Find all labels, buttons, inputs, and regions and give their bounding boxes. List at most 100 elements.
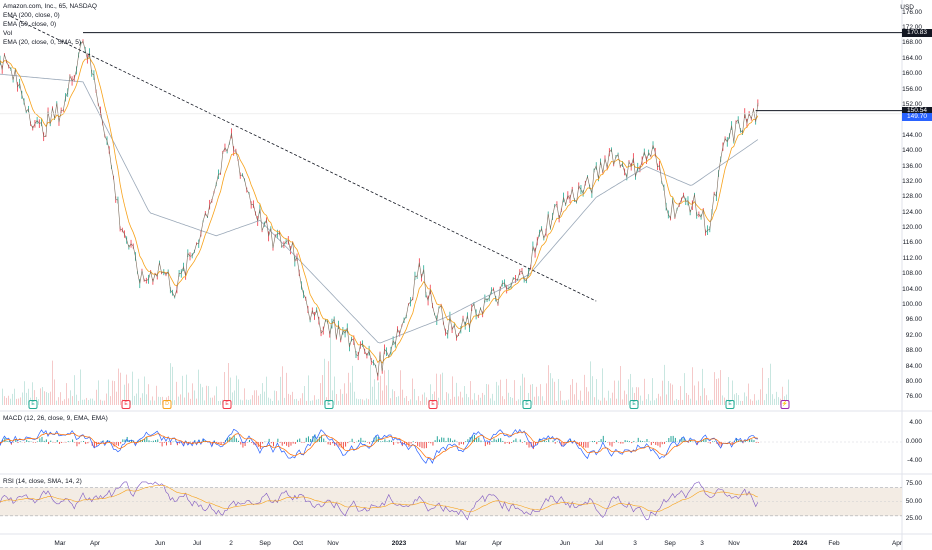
macd-histogram-bar bbox=[650, 442, 652, 446]
event-marker[interactable]: ⚡ bbox=[780, 400, 790, 409]
macd-histogram-bar bbox=[690, 439, 692, 442]
price-axis-label: 80.00 bbox=[905, 377, 922, 385]
macd-histogram-bar bbox=[2, 439, 4, 442]
volume-bar bbox=[508, 392, 509, 405]
price-axis-label: 128.00 bbox=[902, 193, 922, 201]
macd-histogram-bar bbox=[268, 438, 270, 442]
macd-histogram-bar bbox=[515, 438, 517, 442]
macd-histogram-bar bbox=[552, 440, 554, 442]
volume-bar bbox=[494, 400, 495, 405]
event-marker[interactable]: E bbox=[28, 400, 38, 409]
volume-bar bbox=[390, 398, 391, 405]
time-axis-label: Apr bbox=[89, 540, 101, 547]
macd-histogram-bar bbox=[196, 442, 198, 444]
macd-histogram-bar bbox=[45, 439, 47, 442]
volume-bar bbox=[476, 400, 477, 405]
volume-bar bbox=[656, 398, 657, 405]
volume-bar bbox=[732, 380, 733, 405]
macd-histogram-bar bbox=[37, 441, 39, 442]
price-tag-current: 149.70 bbox=[902, 112, 932, 121]
volume-bar bbox=[296, 398, 297, 405]
volume-bar bbox=[554, 381, 555, 405]
volume-bar bbox=[38, 399, 39, 405]
macd-histogram-bar bbox=[28, 441, 30, 442]
macd-histogram-bar bbox=[567, 440, 569, 442]
volume-bar bbox=[178, 396, 179, 405]
macd-histogram-bar bbox=[135, 442, 137, 445]
macd-histogram-bar bbox=[371, 441, 373, 442]
macd-histogram-bar bbox=[478, 437, 480, 442]
volume-bar bbox=[4, 396, 5, 405]
volume-bar bbox=[144, 376, 145, 405]
time-axis-label: Oct bbox=[292, 540, 304, 547]
volume-bar bbox=[366, 398, 367, 405]
event-marker[interactable]: E bbox=[121, 400, 131, 409]
volume-bar bbox=[520, 385, 521, 405]
price-axis-label: 112.00 bbox=[902, 254, 922, 262]
volume-bar bbox=[706, 395, 707, 405]
volume-bar bbox=[368, 399, 369, 405]
volume-bar bbox=[404, 397, 405, 405]
macd-histogram-bar bbox=[434, 440, 436, 442]
macd-histogram-bar bbox=[410, 442, 412, 444]
volume-bar bbox=[244, 388, 245, 405]
macd-histogram-bar bbox=[526, 442, 528, 445]
volume-bar bbox=[666, 394, 667, 405]
macd-histogram-bar bbox=[493, 438, 495, 442]
volume-bar bbox=[538, 396, 539, 405]
time-axis-label: Apr bbox=[491, 540, 503, 547]
event-marker[interactable]: D bbox=[162, 400, 172, 409]
price-axis-label: 156.00 bbox=[902, 85, 922, 93]
macd-histogram-bar bbox=[251, 442, 253, 443]
event-marker[interactable]: E bbox=[324, 400, 334, 409]
volume-bar bbox=[760, 389, 761, 405]
macd-histogram-bar bbox=[419, 442, 421, 447]
volume-bar bbox=[576, 382, 577, 405]
macd-histogram-bar bbox=[67, 441, 69, 442]
volume-bar bbox=[654, 400, 655, 405]
volume-bar bbox=[722, 395, 723, 405]
volume-bar bbox=[588, 391, 589, 405]
volume-bar bbox=[380, 375, 381, 405]
macd-line bbox=[0, 428, 758, 464]
price-axis-label: 88.00 bbox=[905, 347, 922, 355]
event-marker[interactable]: E bbox=[725, 400, 735, 409]
macd-histogram-bar bbox=[50, 440, 52, 442]
macd-histogram-bar bbox=[386, 441, 388, 442]
event-marker[interactable]: E bbox=[428, 400, 438, 409]
volume-bar bbox=[550, 373, 551, 405]
event-marker[interactable]: E bbox=[222, 400, 232, 409]
volume-bar bbox=[552, 378, 553, 405]
macd-histogram-bar bbox=[624, 440, 626, 442]
macd-histogram-bar bbox=[600, 439, 602, 442]
macd-histogram-bar bbox=[679, 439, 681, 442]
macd-histogram-bar bbox=[399, 442, 401, 443]
volume-bar bbox=[602, 368, 603, 405]
macd-histogram-bar bbox=[749, 439, 751, 442]
macd-histogram-bar bbox=[157, 439, 159, 442]
volume-bar bbox=[148, 384, 149, 405]
volume-bar bbox=[82, 399, 83, 405]
event-marker[interactable]: E bbox=[629, 400, 639, 409]
event-marker[interactable]: E bbox=[522, 400, 532, 409]
volume-bar bbox=[444, 400, 445, 405]
price-axis-label: 100.00 bbox=[902, 301, 922, 308]
macd-histogram-bar bbox=[591, 440, 593, 442]
price-axis-label: 124.00 bbox=[902, 208, 922, 216]
macd-histogram-bar bbox=[137, 440, 139, 442]
volume-bar bbox=[294, 399, 295, 405]
volume-bar bbox=[262, 383, 263, 405]
volume-bar bbox=[416, 400, 417, 405]
volume-bar bbox=[524, 377, 525, 405]
volume-bar bbox=[718, 378, 719, 405]
macd-histogram-bar bbox=[161, 442, 163, 447]
ema20-label: EMA (20, close, 0, SMA, 5) bbox=[3, 39, 82, 46]
macd-histogram-bar bbox=[718, 442, 720, 446]
volume-bar bbox=[376, 399, 377, 405]
volume-bar bbox=[208, 386, 209, 405]
macd-histogram-bar bbox=[262, 442, 264, 444]
macd-histogram-bar bbox=[124, 439, 126, 442]
macd-histogram-bar bbox=[6, 440, 8, 442]
time-axis-label: 3 bbox=[633, 540, 637, 547]
